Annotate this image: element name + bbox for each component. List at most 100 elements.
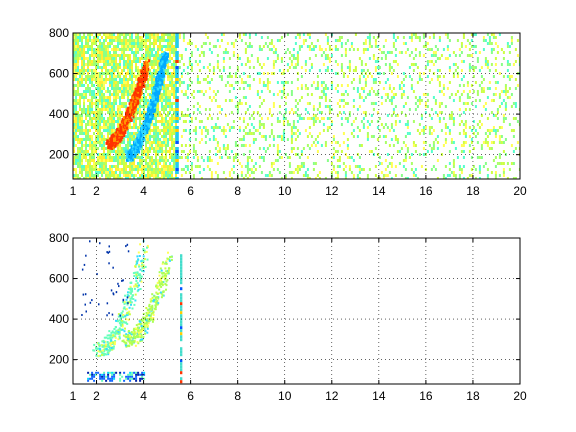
band-cell <box>175 51 179 54</box>
heatmap-cell <box>97 33 99 36</box>
ridge-cell <box>161 65 164 69</box>
heatmap-cell <box>392 144 395 147</box>
heatmap-cell <box>133 123 135 126</box>
heatmap-cell <box>115 171 117 174</box>
heatmap-cell <box>286 33 289 36</box>
heatmap-cell <box>115 75 117 78</box>
heatmap-cell <box>216 60 219 63</box>
heatmap-cell <box>93 84 95 87</box>
heatmap-cell <box>143 165 145 168</box>
heatmap-cell <box>167 171 169 174</box>
heatmap-cell <box>334 48 337 51</box>
heatmap-cell <box>123 141 125 144</box>
heatmap-cell <box>169 84 171 87</box>
heatmap-cell <box>314 120 317 123</box>
ridge-cell <box>126 120 129 124</box>
ridge-cell <box>145 119 148 123</box>
heatmap-cell <box>310 42 313 45</box>
heatmap-cell <box>334 177 337 179</box>
heatmap-cell <box>382 174 385 177</box>
heatmap-cell <box>99 42 101 45</box>
heatmap-cell <box>218 75 221 78</box>
heatmap-cell <box>85 126 87 129</box>
heatmap-cell <box>216 144 219 147</box>
heatmap-cell <box>171 174 173 177</box>
heatmap-cell <box>77 129 79 132</box>
heatmap-cell <box>226 51 229 54</box>
heatmap-cell <box>81 84 83 87</box>
heatmap-cell <box>246 60 249 63</box>
heatmap-cell <box>105 165 107 168</box>
heatmap-cell <box>115 114 117 117</box>
heatmap-cell <box>324 144 327 147</box>
heatmap-cell <box>171 147 173 150</box>
heatmap-cell <box>382 51 385 54</box>
heatmap-cell <box>111 156 113 159</box>
heatmap-cell <box>448 168 451 171</box>
heatmap-cell <box>222 66 225 69</box>
heatmap-cell <box>270 123 273 126</box>
heatmap-cell <box>97 48 99 51</box>
heatmap-cell <box>171 72 173 75</box>
heatmap-cell <box>338 159 341 162</box>
heatmap-cell <box>107 72 109 75</box>
heatmap-cell <box>111 33 113 36</box>
heatmap-cell <box>145 99 147 102</box>
heatmap-cell <box>117 36 119 39</box>
heatmap-cell <box>171 48 173 51</box>
heatmap-cell <box>137 105 139 108</box>
ridge-cell <box>149 115 152 118</box>
heatmap-cell <box>173 120 175 123</box>
heatmap-cell <box>117 75 119 78</box>
heatmap-cell <box>161 99 163 102</box>
heatmap-cell <box>240 39 243 42</box>
heatmap-cell <box>218 150 221 153</box>
heatmap-cell <box>131 33 133 36</box>
heatmap-cell <box>87 177 89 179</box>
heatmap-cell <box>232 156 235 159</box>
heatmap-cell <box>91 69 93 72</box>
heatmap-cell <box>200 132 203 135</box>
heatmap-cell <box>169 102 171 105</box>
heatmap-cell <box>250 45 253 48</box>
heatmap-cell <box>81 42 83 45</box>
heatmap-cell <box>91 117 93 120</box>
heatmap-cell <box>127 174 129 177</box>
heatmap-cell <box>101 66 103 69</box>
heatmap-cell <box>200 90 203 93</box>
heatmap-cell <box>147 48 149 51</box>
heatmap-cell <box>127 177 129 179</box>
heatmap-cell <box>294 153 297 156</box>
heatmap-cell <box>460 78 463 81</box>
heatmap-cell <box>165 99 167 102</box>
heatmap-cell <box>182 36 185 39</box>
ridge-cell <box>108 144 111 148</box>
ridge-cell <box>130 106 133 110</box>
heatmap-cell <box>147 51 149 54</box>
heatmap-cell <box>448 66 451 69</box>
heatmap-cell <box>87 69 89 72</box>
heatmap-cell <box>336 114 339 117</box>
heatmap-cell <box>282 114 285 117</box>
heatmap-cell <box>436 57 439 60</box>
heatmap-cell <box>95 60 97 63</box>
heatmap-cell <box>95 168 97 171</box>
heatmap-cell <box>248 66 251 69</box>
heatmap-cell <box>334 45 337 48</box>
heatmap-cell <box>362 117 365 120</box>
heatmap-cell <box>113 126 115 129</box>
heatmap-cell <box>348 165 351 168</box>
heatmap-cell <box>270 39 273 42</box>
heatmap-cell <box>288 171 291 174</box>
heatmap-cell <box>145 111 147 114</box>
heatmap-cell <box>165 162 167 165</box>
heatmap-cell <box>149 177 151 179</box>
heatmap-cell <box>161 156 163 159</box>
heatmap-cell <box>354 66 357 69</box>
heatmap-cell <box>153 135 155 138</box>
heatmap-cell <box>270 114 273 117</box>
heatmap-cell <box>224 51 227 54</box>
heatmap-cell <box>434 111 437 114</box>
heatmap-cell <box>194 132 197 135</box>
heatmap-cell <box>95 123 97 126</box>
